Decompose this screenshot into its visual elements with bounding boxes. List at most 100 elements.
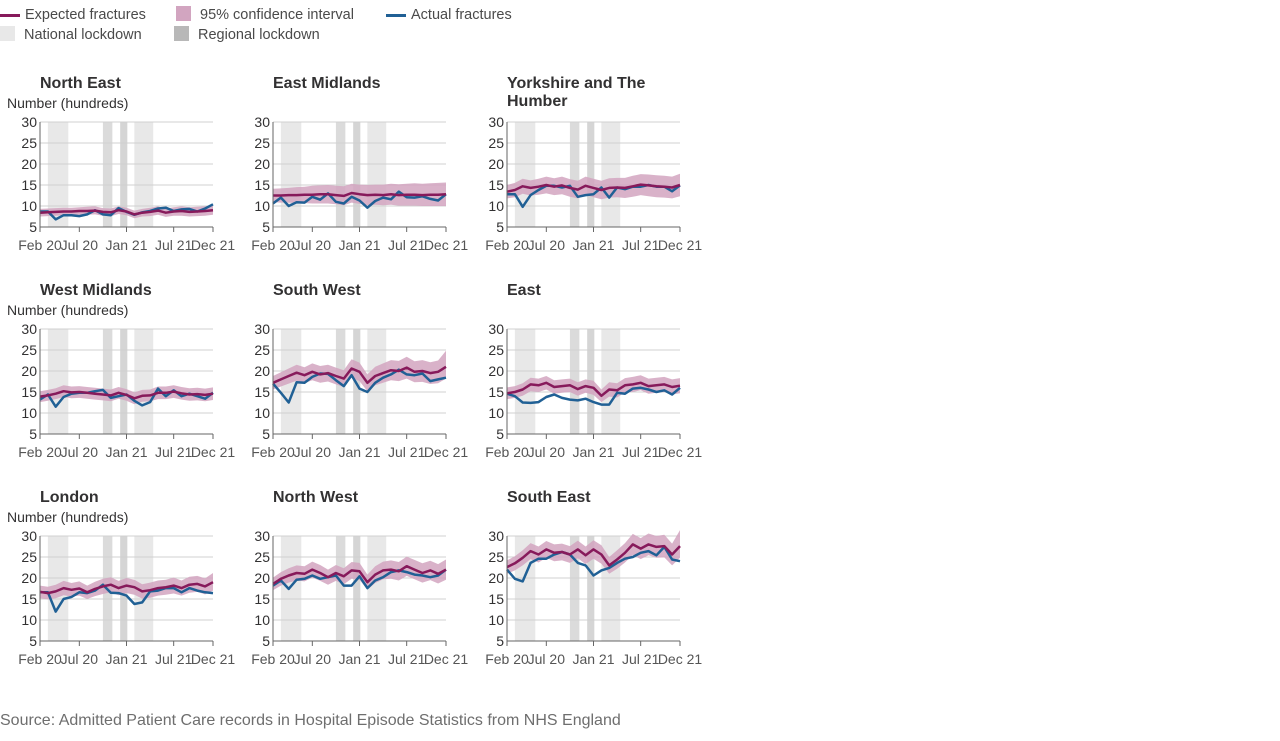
regional-lockdown-band bbox=[120, 122, 128, 227]
ci-swatch-icon bbox=[176, 6, 191, 22]
x-tick-label: Feb 20 bbox=[251, 651, 295, 667]
panel-title-line: East Midlands bbox=[273, 75, 381, 92]
legend-item-expected: Expected fractures bbox=[0, 5, 146, 25]
national-lockdown-swatch-icon bbox=[0, 26, 15, 42]
x-tick-label: Jan 21 bbox=[572, 444, 614, 460]
y-tick-label: 10 bbox=[488, 198, 504, 214]
y-tick-label: 15 bbox=[21, 384, 37, 400]
panel-title-line: Humber bbox=[507, 93, 567, 110]
x-tick-label: Jul 21 bbox=[388, 444, 426, 460]
x-tick-label: Jul 20 bbox=[294, 444, 332, 460]
y-tick-label: 30 bbox=[254, 528, 270, 544]
y-tick-label: 25 bbox=[21, 135, 37, 151]
legend-item-national: National lockdown bbox=[0, 25, 142, 45]
y-tick-label: 20 bbox=[488, 570, 504, 586]
y-tick-label: 5 bbox=[496, 426, 504, 442]
expected-line bbox=[273, 191, 447, 198]
y-axis-label: Number (hundreds) bbox=[7, 509, 128, 525]
x-tick-label: Jan 21 bbox=[105, 651, 147, 667]
panel-west-midlands: West Midlands Number (hundreds) 5 10 15 20 25 3… bbox=[7, 282, 235, 460]
legend-row-2: National lockdown Regional lockdown bbox=[0, 25, 640, 45]
y-tick-label: 15 bbox=[488, 384, 504, 400]
y-tick-label: 10 bbox=[21, 198, 37, 214]
expected-line bbox=[506, 381, 681, 398]
national-lockdown-band bbox=[47, 329, 69, 434]
x-tick-label: Jul 21 bbox=[155, 651, 193, 667]
panel-title: South East bbox=[507, 489, 591, 506]
legend-expected-label: Expected fractures bbox=[25, 7, 146, 23]
x-tick-label: Feb 20 bbox=[18, 237, 62, 253]
expected-line-swatch-icon bbox=[0, 13, 20, 17]
y-tick-label: 15 bbox=[488, 591, 504, 607]
panel-title-line: East bbox=[507, 282, 541, 299]
x-tick-label: Feb 20 bbox=[485, 651, 529, 667]
y-tick-label: 25 bbox=[21, 342, 37, 358]
panel-title-line: North East bbox=[40, 75, 122, 92]
x-tick-label: Feb 20 bbox=[485, 444, 529, 460]
panel-london: London Number (hundreds) 5 10 15 20 25 30 Feb 20… bbox=[7, 489, 235, 667]
actual-line bbox=[40, 583, 214, 613]
panel-title: South West bbox=[273, 282, 361, 299]
y-tick-label: 30 bbox=[254, 114, 270, 130]
national-lockdown-band bbox=[134, 329, 154, 434]
y-tick-label: 30 bbox=[488, 321, 504, 337]
x-tick-label: Dec 21 bbox=[191, 651, 236, 667]
y-tick-label: 20 bbox=[254, 156, 270, 172]
expected-line bbox=[506, 543, 681, 569]
x-tick-label: Jan 21 bbox=[338, 444, 380, 460]
y-tick-label: 5 bbox=[29, 426, 37, 442]
x-tick-label: Jul 20 bbox=[61, 444, 99, 460]
panel-title: West Midlands bbox=[40, 282, 152, 299]
y-tick-label: 20 bbox=[21, 570, 37, 586]
x-tick-label: Jul 20 bbox=[294, 651, 332, 667]
panel-title-line: Yorkshire and The bbox=[507, 75, 646, 92]
regional-lockdown-band bbox=[120, 329, 128, 434]
y-tick-label: 20 bbox=[254, 363, 270, 379]
national-lockdown-band bbox=[601, 122, 621, 227]
actual-line-swatch-icon bbox=[386, 13, 406, 17]
legend-item-ci: 95% confidence interval bbox=[176, 5, 354, 25]
y-tick-label: 20 bbox=[21, 363, 37, 379]
legend-row-1: Expected fractures 95% confidence interv… bbox=[0, 5, 640, 25]
y-tick-label: 5 bbox=[262, 633, 270, 649]
y-tick-label: 15 bbox=[21, 591, 37, 607]
panel-yorkshire-and-the-humber: Yorkshire and The Humber 5 10 15 20 25 30 Feb 20… bbox=[485, 75, 702, 253]
x-tick-label: Jan 21 bbox=[105, 444, 147, 460]
y-tick-label: 10 bbox=[488, 612, 504, 628]
actual-line bbox=[272, 190, 447, 209]
x-tick-label: Dec 21 bbox=[191, 444, 236, 460]
legend-actual-label: Actual fractures bbox=[411, 7, 512, 23]
actual-line bbox=[506, 386, 681, 406]
x-tick-label: Jan 21 bbox=[338, 237, 380, 253]
x-tick-label: Dec 21 bbox=[424, 237, 469, 253]
panel-title: East Midlands bbox=[273, 75, 381, 92]
expected-line bbox=[506, 183, 681, 193]
national-lockdown-band bbox=[367, 122, 387, 227]
x-tick-label: Jul 21 bbox=[622, 651, 660, 667]
y-tick-label: 5 bbox=[29, 633, 37, 649]
y-tick-label: 30 bbox=[254, 321, 270, 337]
x-tick-label: Feb 20 bbox=[18, 651, 62, 667]
actual-line bbox=[272, 368, 447, 404]
x-tick-label: Jul 21 bbox=[622, 237, 660, 253]
x-tick-label: Dec 21 bbox=[658, 651, 703, 667]
regional-lockdown-band bbox=[353, 122, 361, 227]
regional-lockdown-band bbox=[587, 122, 595, 227]
regional-lockdown-band bbox=[335, 536, 346, 641]
actual-line bbox=[272, 568, 447, 591]
x-tick-label: Feb 20 bbox=[485, 237, 529, 253]
x-tick-label: Jul 21 bbox=[155, 444, 193, 460]
y-tick-label: 30 bbox=[488, 528, 504, 544]
expected-line bbox=[39, 208, 214, 216]
legend-ci-label: 95% confidence interval bbox=[200, 7, 354, 23]
y-tick-label: 25 bbox=[254, 549, 270, 565]
panel-title: London bbox=[40, 489, 99, 506]
y-tick-label: 10 bbox=[21, 612, 37, 628]
y-tick-label: 20 bbox=[488, 156, 504, 172]
panel-title-line: South East bbox=[507, 489, 591, 506]
panel-title: Yorkshire and The Humber bbox=[507, 75, 646, 110]
y-tick-label: 30 bbox=[21, 528, 37, 544]
y-tick-label: 15 bbox=[21, 177, 37, 193]
